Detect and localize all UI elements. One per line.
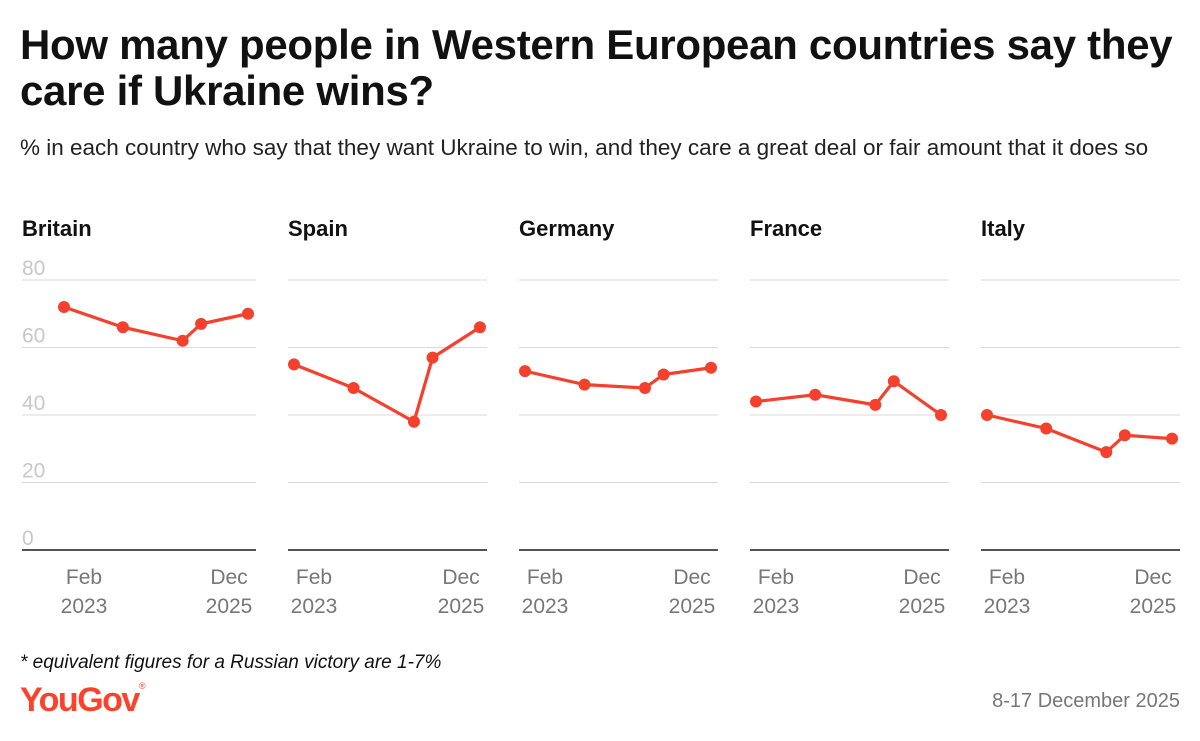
x-tick-label: Dec: [442, 566, 479, 589]
data-point: [288, 358, 300, 371]
x-tick-label: 2023: [61, 595, 108, 618]
y-tick-label: 20: [22, 460, 45, 483]
x-tick-label: Feb: [296, 566, 332, 589]
x-tick-label: 2023: [522, 595, 569, 618]
y-tick-label: 80: [22, 257, 45, 280]
x-tick-label: Dec: [1134, 566, 1171, 589]
data-point: [1166, 432, 1178, 445]
series-line-spain: [292, 325, 482, 424]
y-tick-label: 60: [22, 325, 45, 348]
data-point: [869, 398, 882, 411]
data-point: [809, 388, 822, 401]
data-point: [750, 395, 762, 408]
x-tick-label: 2023: [984, 595, 1031, 618]
x-tick-label: 2025: [669, 595, 716, 618]
registered-mark: ®: [138, 680, 146, 691]
data-point: [638, 382, 651, 394]
panel-title-france: France: [750, 216, 822, 241]
data-point: [58, 301, 70, 313]
panel-title-germany: Germany: [519, 216, 615, 241]
series-line-france: [754, 379, 943, 417]
x-tick-label: Dec: [903, 566, 940, 589]
x-tick-label: Feb: [527, 566, 563, 589]
data-point: [657, 368, 670, 381]
survey-date: 8-17 December 2025: [992, 690, 1180, 712]
chart-title: How many people in Western European coun…: [20, 21, 1173, 114]
logo-text: YouGov: [20, 681, 140, 719]
data-point: [407, 415, 420, 428]
y-tick-label: 40: [22, 392, 45, 415]
data-point: [426, 351, 439, 364]
x-tick-label: Feb: [989, 566, 1025, 589]
data-point: [935, 409, 947, 421]
panel-title-italy: Italy: [981, 216, 1026, 241]
x-tick-label: 2025: [899, 595, 946, 618]
x-tick-label: Feb: [758, 566, 794, 589]
footnote: * equivalent figures for a Russian victo…: [20, 652, 442, 673]
x-tick-label: 2025: [438, 595, 485, 618]
data-point: [347, 382, 360, 394]
x-tick-label: 2025: [206, 595, 253, 618]
x-tick-label: 2025: [1130, 595, 1177, 618]
x-tick-label: 2023: [753, 595, 800, 618]
panel-title-spain: Spain: [288, 216, 348, 241]
data-point: [887, 375, 900, 388]
x-tick-label: Feb: [66, 566, 102, 589]
x-tick-label: Dec: [673, 566, 710, 589]
x-tick-label: Dec: [210, 566, 247, 589]
data-point: [705, 361, 717, 374]
data-point: [981, 409, 993, 421]
data-point: [242, 307, 254, 320]
chart-subtitle: % in each country who say that they want…: [20, 135, 1149, 160]
data-point: [116, 321, 129, 334]
data-point: [1040, 422, 1053, 435]
data-point: [519, 365, 531, 378]
series-line-germany: [523, 366, 713, 390]
data-point: [1118, 429, 1131, 442]
series-line-britain: [62, 305, 250, 343]
data-point: [176, 334, 189, 347]
yougov-logo: YouGov®: [20, 681, 145, 720]
series-line-italy: [985, 413, 1174, 454]
x-tick-label: 2023: [291, 595, 338, 618]
panel-title-britain: Britain: [22, 216, 92, 241]
data-point: [474, 321, 486, 334]
data-point: [1100, 446, 1113, 459]
y-tick-label: 0: [22, 527, 34, 550]
data-point: [578, 378, 591, 391]
data-point: [195, 317, 208, 330]
